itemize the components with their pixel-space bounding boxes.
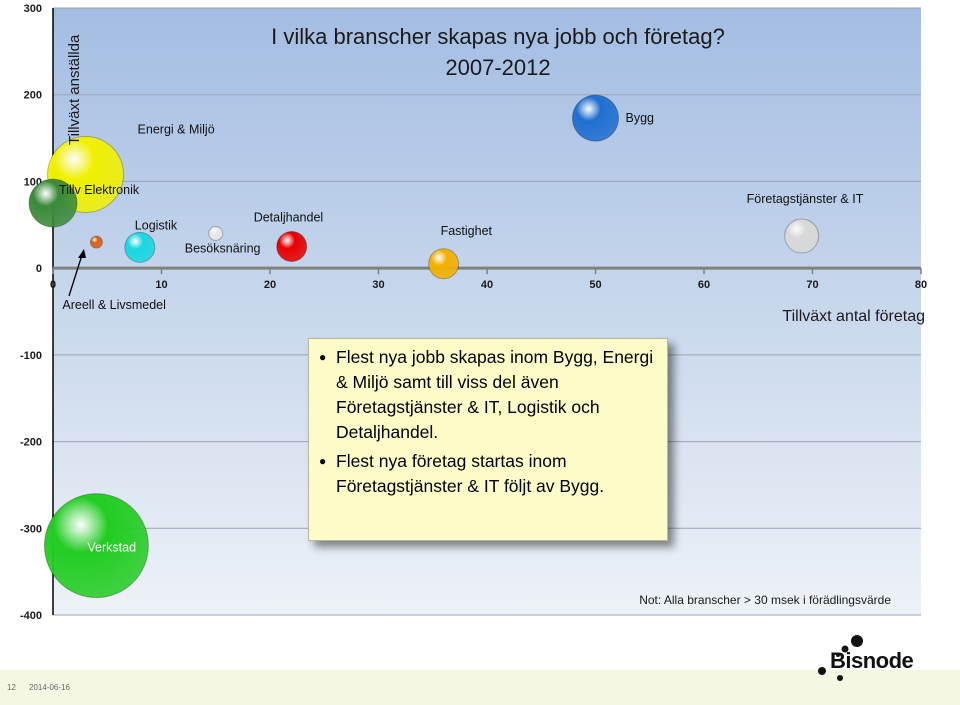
bubble-detaljhandel: [276, 230, 308, 262]
summary-callout: ● Flest nya jobb skapas inom Bygg, Energi…: [308, 338, 668, 541]
logo-text: Bisnode: [830, 648, 914, 673]
bubble-label: Besöksnäring: [185, 241, 261, 255]
x-tick-label: 50: [589, 279, 601, 291]
bubble-label: Detaljhandel: [254, 210, 324, 224]
bubble-label: Företagstjänster & IT: [747, 192, 864, 206]
x-tick-label: 30: [372, 279, 384, 291]
bullet-icon: ●: [319, 350, 327, 364]
x-axis-title: Tillväxt antal företag: [782, 308, 925, 325]
x-tick-label: 10: [155, 279, 167, 291]
y-tick-label: -200: [20, 437, 42, 449]
bubble-logistik: [124, 231, 156, 263]
footer-bar: 12 2014-06-16: [0, 670, 960, 705]
x-tick-label: 80: [915, 279, 927, 291]
y-tick-label: -400: [20, 610, 42, 622]
x-tick-label: 60: [698, 279, 710, 291]
callout-bullet: ● Flest nya företag startas inom Företags…: [319, 451, 605, 496]
logo-dots-icon: [818, 635, 863, 681]
bubble-företagstjänster-it: [784, 218, 820, 254]
x-tick-label: 40: [481, 279, 493, 291]
bubble-besöksnäring: [208, 225, 224, 241]
y-tick-label: -100: [20, 350, 42, 362]
y-tick-label: 300: [24, 3, 42, 15]
annotation-arrow: [68, 254, 83, 297]
bubble-label: Logistik: [135, 218, 178, 232]
bubble-label: Tillv Elektronik: [59, 183, 140, 197]
y-tick-label: 0: [36, 263, 42, 275]
bubble-label: Verkstad: [87, 541, 136, 555]
chart-note: Not: Alla branscher > 30 msek i förädlin…: [639, 593, 891, 607]
bubble-label: Areell & Livsmedel: [62, 298, 166, 312]
callout-bullet: ● Flest nya jobb skapas inom Bygg, Energi…: [319, 347, 654, 442]
chart-title: I vilka branscher skapas nya jobb och fö…: [271, 24, 725, 49]
x-tick-label: 20: [264, 279, 276, 291]
x-tick-label: 70: [806, 279, 818, 291]
chart-subtitle: 2007-2012: [445, 55, 550, 80]
bubble-tillv-elektronik: [28, 178, 78, 228]
bubble-label: Fastighet: [441, 224, 493, 238]
bubble-areell-livsmedel: [89, 235, 103, 249]
bubble-label: Bygg: [626, 111, 655, 125]
page-number: 12: [7, 683, 16, 692]
bubble-fastighet: [428, 248, 460, 280]
bullet-icon: ●: [319, 454, 327, 468]
bubble-label: Energi & Miljö: [138, 122, 215, 136]
y-tick-label: -300: [20, 523, 42, 535]
x-tick-label: 0: [50, 279, 56, 291]
annotation-arrowhead: [78, 249, 86, 258]
bubble-bygg: [572, 94, 619, 142]
footer-date: 2014-06-16: [29, 683, 70, 692]
y-axis-title: Tillväxt anställda: [66, 34, 83, 145]
bisnode-logo: Bisnode: [812, 633, 932, 683]
y-tick-label: 200: [24, 90, 42, 102]
bubble-verkstad: [43, 493, 149, 599]
